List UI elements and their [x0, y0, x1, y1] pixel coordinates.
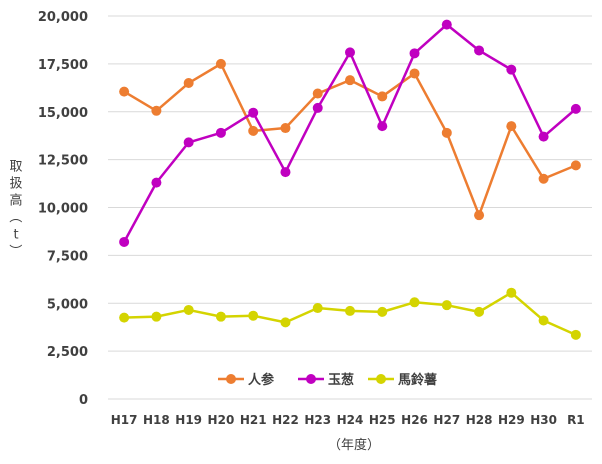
y-tick-label: 17,500	[38, 58, 88, 73]
y-tick-label: 15,000	[38, 106, 88, 121]
data-point	[312, 88, 323, 99]
x-tick-label: H27	[433, 413, 460, 427]
data-point	[215, 127, 226, 138]
series-lines	[119, 19, 581, 340]
data-point	[248, 125, 259, 136]
data-point	[506, 121, 517, 132]
data-point	[215, 58, 226, 69]
legend-swatch-marker	[226, 374, 236, 384]
data-point	[119, 236, 130, 247]
data-point	[183, 78, 194, 89]
data-point	[441, 127, 452, 138]
data-point	[183, 137, 194, 148]
y-tick-label: 5,000	[47, 297, 88, 312]
data-point	[474, 45, 485, 56]
data-point	[570, 329, 581, 340]
legend-label: 人参	[248, 372, 275, 388]
x-tick-label: H22	[272, 413, 299, 427]
legend-label: 玉葱	[328, 372, 354, 388]
x-tick-label: H30	[530, 413, 557, 427]
data-point	[280, 123, 291, 134]
y-axis-label-char: 扱	[9, 177, 22, 192]
data-point	[506, 287, 517, 298]
data-point	[538, 131, 549, 142]
data-point	[280, 317, 291, 328]
legend-swatch-marker	[376, 374, 386, 384]
data-point	[409, 297, 420, 308]
x-tick-label: R1	[567, 413, 585, 427]
data-point	[538, 315, 549, 326]
series-3	[119, 287, 581, 340]
x-tick-label: H19	[175, 413, 202, 427]
y-axis-label: 取扱高（ t）	[7, 160, 23, 258]
y-axis-label-char: 高	[9, 193, 22, 209]
data-point	[409, 68, 420, 79]
data-point	[345, 75, 355, 86]
y-tick-label: 10,000	[38, 202, 88, 217]
y-axis-ticks: 0 2,500 5,000 7,500 10,000 12,500 15,000 17,500…	[38, 10, 88, 408]
x-axis-ticks: H17 H18 H19 H20 H21 H22 H23 H24 H25 H26 H27 H28 H29 H…	[111, 413, 585, 427]
data-point	[312, 102, 323, 113]
data-point	[151, 105, 162, 116]
legend-item: 馬鈴薯	[368, 372, 437, 388]
y-tick-label: 2,500	[47, 345, 88, 360]
data-point	[345, 305, 355, 316]
series-1	[119, 58, 581, 221]
x-tick-label: H28	[466, 413, 493, 427]
x-tick-label: H17	[111, 413, 138, 427]
x-tick-label: H25	[369, 413, 396, 427]
legend-item: 人参	[218, 372, 275, 388]
y-axis-label-char: （	[7, 210, 22, 223]
legend: 人参 玉葱 馬鈴薯	[218, 372, 437, 388]
data-point	[474, 306, 485, 317]
x-tick-label: H24	[337, 413, 364, 427]
data-point	[570, 160, 581, 171]
data-point	[215, 311, 226, 322]
data-point	[570, 103, 581, 114]
x-axis-label: （年度）	[328, 437, 380, 453]
data-point	[119, 312, 130, 323]
y-axis-label-char: ）	[7, 244, 22, 257]
data-point	[151, 311, 162, 322]
x-tick-label: H23	[304, 413, 331, 427]
y-tick-label: 20,000	[38, 10, 88, 25]
data-point	[280, 167, 291, 178]
y-tick-label: 12,500	[38, 154, 88, 169]
y-axis-label-char: 取	[9, 160, 22, 175]
x-tick-label: H26	[401, 413, 428, 427]
data-point	[119, 86, 130, 97]
data-point	[248, 310, 259, 321]
y-tick-label: 7,500	[47, 249, 88, 264]
data-point	[183, 304, 194, 315]
data-point	[377, 306, 388, 317]
x-tick-label: H21	[240, 413, 267, 427]
grid-lines	[108, 15, 592, 400]
data-point	[312, 303, 323, 314]
x-tick-label: H29	[498, 413, 525, 427]
x-tick-label: H18	[143, 413, 170, 427]
y-tick-label: 0	[79, 393, 88, 408]
data-point	[409, 48, 420, 59]
data-point	[506, 64, 517, 75]
y-axis-label-char: t	[13, 228, 18, 243]
data-point	[248, 107, 259, 118]
data-point	[377, 121, 388, 132]
data-point	[151, 177, 162, 188]
series-2	[119, 19, 581, 247]
data-point	[538, 173, 549, 184]
data-point	[474, 210, 485, 221]
legend-swatch-marker	[306, 374, 316, 384]
data-point	[345, 47, 355, 58]
x-tick-label: H20	[208, 413, 235, 427]
data-point	[441, 300, 452, 311]
legend-item: 玉葱	[298, 372, 354, 388]
data-point	[377, 91, 388, 102]
legend-label: 馬鈴薯	[398, 372, 437, 388]
data-point	[441, 19, 452, 30]
